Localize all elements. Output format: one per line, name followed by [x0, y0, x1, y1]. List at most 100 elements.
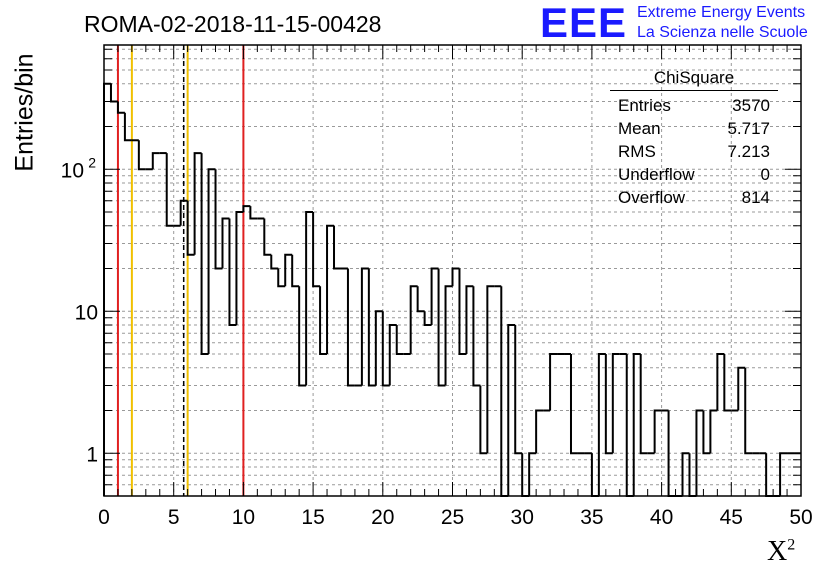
chart-title: ROMA-02-2018-11-15-00428	[84, 11, 382, 37]
stats-row: Underflow 0	[610, 163, 778, 186]
histogram-bin	[235, 211, 244, 326]
histogram-bin	[151, 152, 160, 170]
histogram-bin	[639, 354, 648, 455]
x-tick-label: 10	[232, 506, 255, 529]
histogram-bin	[569, 354, 578, 455]
histogram-bin	[395, 325, 404, 356]
y-tick-label: 10	[61, 159, 84, 182]
histogram-bin	[165, 153, 174, 227]
stats-row-value: 3570	[732, 96, 770, 115]
stats-row-value: 814	[741, 188, 770, 207]
logo-line-2: La Scienza nelle Scuole	[637, 24, 808, 41]
histogram-bin	[723, 354, 732, 412]
stats-row: Overflow 814	[610, 186, 778, 209]
stats-row-value: 5.717	[727, 119, 770, 138]
histogram-bin	[333, 225, 341, 270]
histogram-bin	[312, 212, 321, 288]
histogram-bin	[416, 286, 425, 313]
x-tick-label: 5	[168, 506, 180, 529]
histogram-bin	[291, 254, 300, 288]
histogram-bin	[326, 224, 335, 355]
histogram-bin	[653, 409, 662, 454]
histogram-bin	[702, 410, 711, 455]
y-tick-label: 10	[75, 301, 98, 324]
x-tick-label: 30	[511, 506, 534, 529]
x-tick-label: 0	[98, 506, 110, 529]
stats-rows: Entries 3570 Mean 5.717 RMS 7.213 Underflow 0 Ov…	[610, 94, 778, 209]
axis-ticks	[103, 45, 802, 497]
histogram-bin	[109, 83, 118, 103]
histogram-bin	[632, 353, 641, 496]
histogram-bin	[123, 112, 132, 142]
histogram-bin	[625, 354, 634, 497]
stats-row-value: 0	[760, 165, 770, 184]
histogram-bin	[479, 385, 488, 455]
histogram-bin	[611, 353, 620, 454]
histogram-bin	[116, 101, 125, 114]
histogram-bin	[486, 285, 495, 454]
histogram-bin	[430, 267, 439, 326]
histogram-bin	[360, 267, 369, 386]
histogram-bin	[277, 268, 286, 288]
stats-title: ChiSquare	[610, 68, 778, 91]
histogram-bin	[207, 168, 216, 355]
stats-row: Mean 5.717	[610, 117, 778, 140]
histogram-bin	[423, 311, 432, 327]
histogram-bin	[346, 268, 355, 387]
histogram-bin	[214, 169, 223, 270]
histogram-bin	[507, 324, 516, 496]
histogram-bin	[221, 217, 230, 269]
histogram-bin	[779, 452, 788, 496]
histogram-bin	[381, 311, 390, 387]
histogram-bin	[409, 285, 418, 355]
histogram-bin	[270, 254, 279, 270]
histogram-bin	[249, 206, 258, 220]
x-tick-label: 25	[441, 506, 464, 529]
y-tick-label-exponent: 2	[88, 154, 96, 170]
histogram-bin	[137, 140, 146, 171]
histogram-bin	[737, 366, 746, 411]
histogram-bin	[514, 325, 523, 455]
histogram-bin	[367, 268, 376, 387]
histogram-bin	[528, 452, 537, 496]
stats-row-value: 7.213	[727, 142, 770, 161]
histogram-bin	[374, 310, 383, 386]
stats-row-label: Entries	[618, 96, 671, 115]
histogram-bin	[242, 205, 251, 213]
histogram-bin	[458, 268, 467, 356]
stats-row-label: Overflow	[618, 188, 686, 207]
y-axis-label: Entries/bin	[10, 53, 39, 172]
histogram-bin	[103, 82, 111, 496]
x-tick-label: 50	[789, 506, 812, 529]
histogram-bin	[744, 367, 753, 455]
eee-logo: EEE	[540, 0, 628, 46]
x-tick-label: 15	[301, 506, 324, 529]
logo-line-1: Extreme Energy Events	[637, 4, 806, 21]
stats-row-label: RMS	[618, 142, 656, 161]
histogram-bin	[298, 286, 307, 387]
stats-row-label: Underflow	[618, 165, 695, 184]
histogram-bin	[709, 409, 718, 454]
histogram-bin	[437, 268, 446, 387]
histogram-bin	[549, 353, 558, 411]
histogram-bin	[604, 354, 613, 455]
histogram-bin	[200, 153, 209, 356]
histogram-bin	[305, 211, 314, 386]
stats-row-label: Mean	[618, 119, 661, 138]
histogram-bin	[535, 409, 544, 454]
histogram-bin	[695, 409, 704, 496]
histogram-bin	[451, 267, 460, 287]
histogram-bin	[681, 452, 690, 496]
histogram-bin	[472, 286, 481, 387]
histogram-bin	[186, 200, 195, 256]
x-axis-label: X2	[767, 536, 796, 567]
histogram-bin	[444, 285, 453, 386]
histogram-bin	[597, 353, 606, 496]
stats-row: Entries 3570	[610, 94, 778, 117]
histogram-bin	[193, 152, 202, 255]
x-tick-label: 40	[650, 506, 673, 529]
stats-box: ChiSquare Entries 3570 Mean 5.717 RMS 7.213 Un…	[610, 68, 778, 209]
y-tick-label: 1	[86, 443, 98, 466]
